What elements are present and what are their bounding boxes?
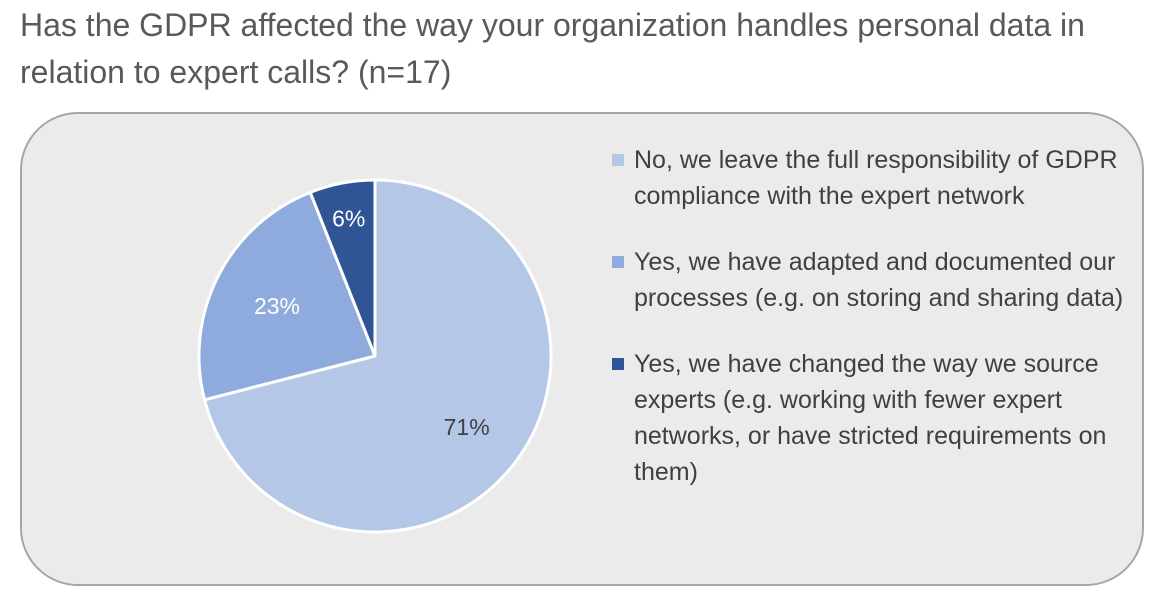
legend-swatch [612,256,624,268]
pie-data-label: 23% [254,293,300,319]
legend-item: Yes, we have changed the way we source e… [612,346,1132,490]
pie-data-label: 71% [444,414,490,440]
pie-slice [203,178,553,534]
chart-title: Has the GDPR affected the way your organ… [20,7,1085,90]
chart-legend: No, we leave the full responsibility of … [612,142,1132,520]
legend-label: No, we leave the full responsibility of … [634,146,1118,210]
pie-slices [197,178,553,534]
legend-label: Yes, we have adapted and documented our … [634,248,1124,312]
legend-item: Yes, we have adapted and documented our … [612,244,1132,316]
legend-swatch [612,154,624,166]
pie-data-label: 6% [332,205,365,231]
legend-item: No, we leave the full responsibility of … [612,142,1132,214]
legend-swatch [612,358,624,370]
legend-label: Yes, we have changed the way we source e… [634,350,1107,486]
pie-labels: 71% 23% 6% [254,205,490,440]
pie-slice [308,178,377,358]
pie-slice [197,190,377,402]
